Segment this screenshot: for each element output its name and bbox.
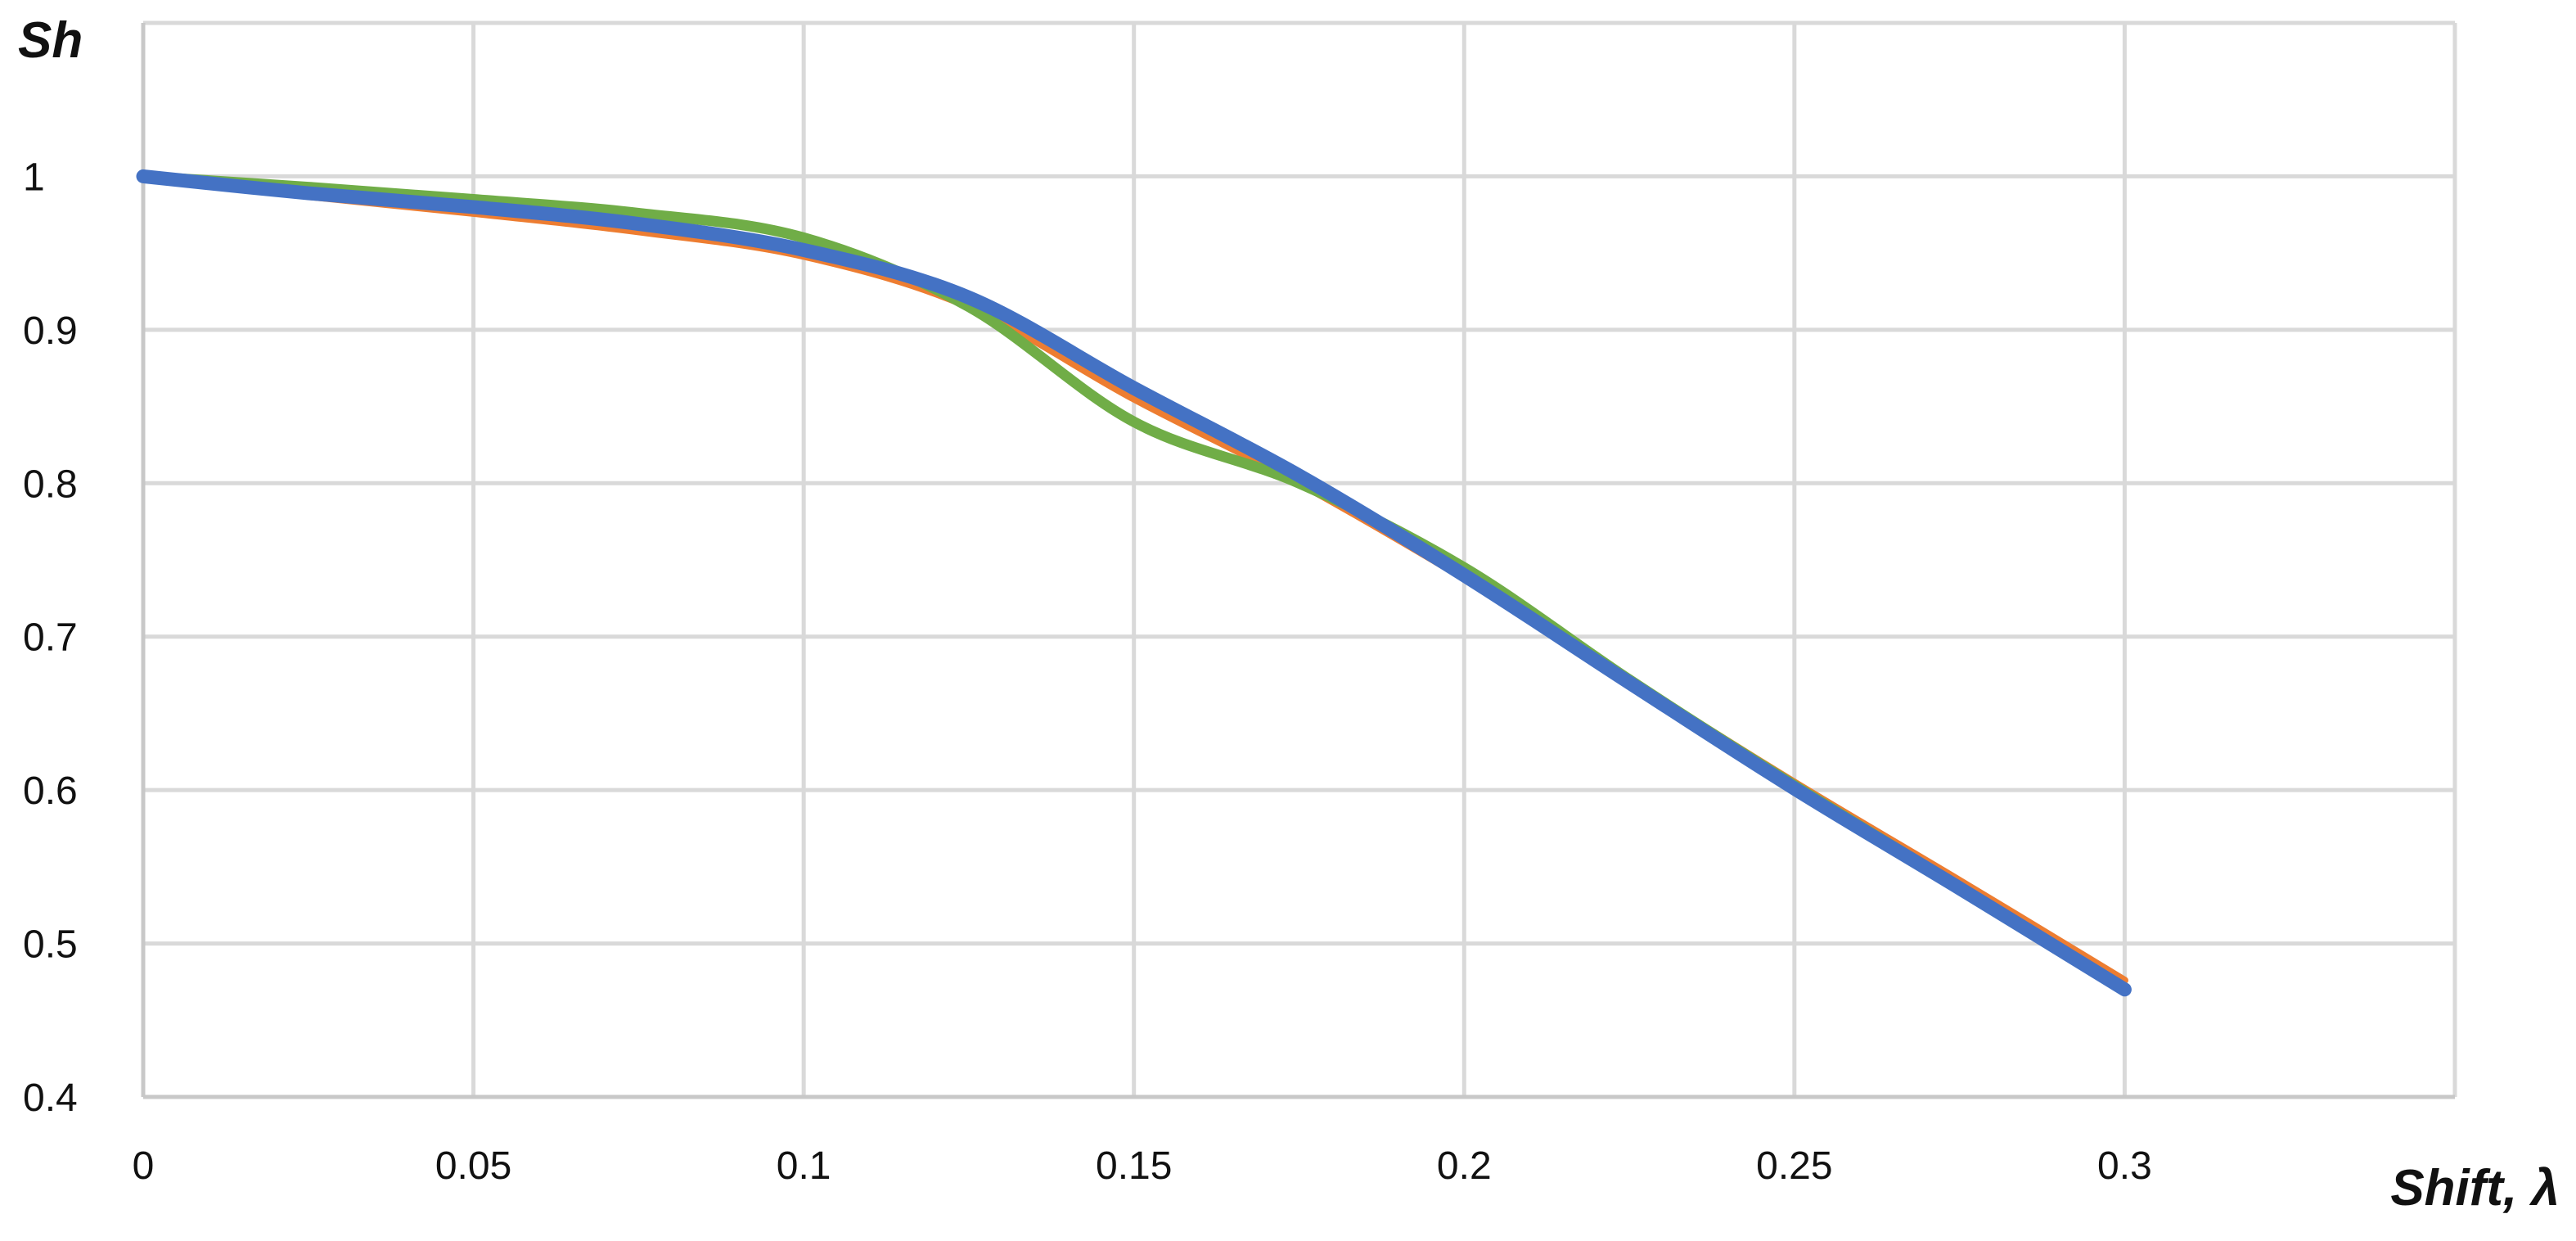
x-tick-label: 0.05 bbox=[435, 1144, 511, 1188]
y-tick-label: 0.7 bbox=[23, 616, 78, 660]
y-tick-label: 0.4 bbox=[23, 1076, 78, 1120]
grid bbox=[141, 20, 2457, 1099]
x-tick-label: 0.25 bbox=[1756, 1144, 1832, 1188]
series-lines bbox=[136, 169, 2132, 997]
x-tick-label: 0.2 bbox=[1437, 1144, 1492, 1188]
x-axis-title: Shift, λ bbox=[2390, 1160, 2560, 1216]
axes bbox=[141, 23, 2455, 1099]
y-tick-label: 0.8 bbox=[23, 463, 78, 506]
y-tick-label: 1 bbox=[23, 156, 45, 199]
x-tick-label: 0.1 bbox=[777, 1144, 831, 1188]
y-tick-label: 0.5 bbox=[23, 923, 78, 967]
x-tick-label: 0 bbox=[133, 1144, 155, 1188]
x-tick-label: 0.3 bbox=[2097, 1144, 2152, 1188]
y-tick-label: 0.6 bbox=[23, 769, 78, 813]
tick-labels: 0 0.05 0.1 0.15 0.2 0.25 0.3 0.4 0.5 0.6 0.7 0.8 0.9… bbox=[23, 156, 2152, 1188]
x-tick-label: 0.15 bbox=[1096, 1144, 1172, 1188]
y-axis-title: Sh bbox=[18, 12, 83, 69]
series-line-3 bbox=[136, 169, 2132, 997]
y-tick-label: 0.9 bbox=[23, 309, 78, 353]
